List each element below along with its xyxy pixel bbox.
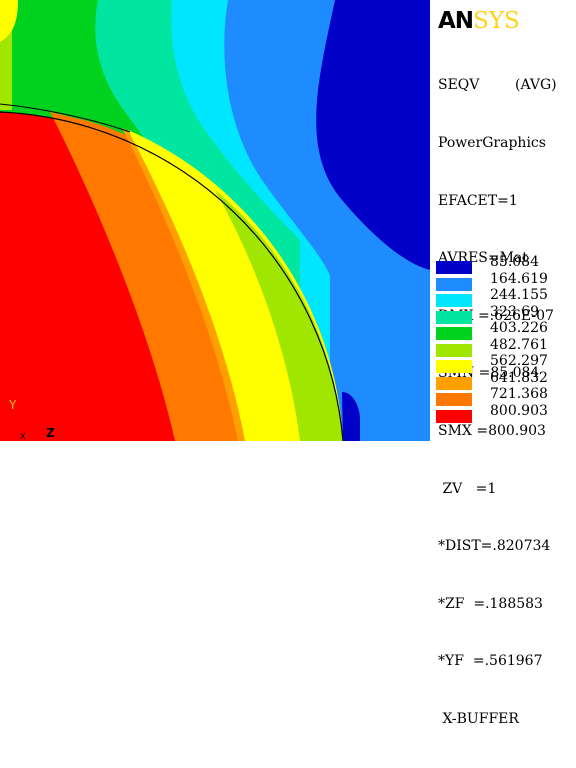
ansys-logo: ANSYS: [438, 8, 520, 34]
info-line: EFACET=1: [438, 192, 518, 209]
legend-entry: 164.619: [434, 270, 576, 291]
view-line: ZV =1: [438, 480, 497, 497]
legend-entry: 244.155: [434, 287, 576, 307]
band-yellow-corner: [0, 0, 18, 42]
view-line: *YF =.561967: [438, 653, 543, 670]
legend-entry: 721.368: [434, 386, 576, 406]
info-line: SEQV (AVG): [438, 77, 557, 94]
legend-value: 562.297: [490, 353, 548, 369]
legend-value: 164.619: [490, 270, 548, 287]
edge-line: [0, 103, 131, 133]
triad-z-label: Z: [46, 426, 55, 440]
legend-swatch: [436, 294, 472, 307]
circle-outline: [0, 111, 344, 441]
logo-an: AN: [438, 8, 474, 34]
info-line: PowerGraphics: [438, 135, 546, 151]
view-line: *ZF =.188583: [438, 595, 543, 612]
legend-entry: 641.832: [434, 369, 576, 390]
legend-value: 323.69: [490, 303, 539, 320]
legend-entry: 403.226: [434, 320, 576, 340]
legend-entry: 562.297: [434, 353, 576, 373]
legend-entry: 85.084: [434, 254, 576, 274]
legend-swatch: [436, 310, 472, 324]
legend-value: 403.226: [490, 320, 548, 336]
legend-swatch: [436, 376, 472, 390]
band-blue-notch: [342, 392, 360, 441]
legend-swatch: [436, 409, 472, 423]
triad-x-label: X: [20, 432, 26, 441]
legend-value: 721.368: [490, 386, 548, 402]
legend-value: 800.903: [490, 402, 548, 419]
view-line: X-BUFFER: [438, 710, 519, 727]
legend-swatch: [436, 261, 472, 274]
contour-plot: [0, 0, 430, 441]
legend-entry: 800.903: [434, 402, 576, 423]
legend-swatch: [436, 327, 472, 340]
legend-swatch: [436, 360, 472, 373]
legend-swatch: [436, 343, 472, 357]
info-line: SMX =800.903: [438, 422, 546, 439]
triad-y-label: Y: [9, 398, 17, 412]
circle-region: [0, 103, 344, 441]
legend-entry: 323.69: [434, 303, 576, 324]
legend-value: 482.761: [490, 336, 548, 353]
logo-sys: SYS: [473, 8, 520, 34]
legend-swatch: [436, 393, 472, 406]
contour-plot-area: Y Z X: [0, 0, 430, 441]
legend-panel: ANSYS SEQV (AVG) PowerGraphics EFACET=1 …: [430, 0, 576, 727]
legend-value: 641.832: [490, 369, 548, 386]
legend-value: 244.155: [490, 287, 548, 303]
legend-entry: 482.761: [434, 336, 576, 357]
legend-value: 85.084: [490, 254, 539, 270]
view-line: *DIST=.820734: [438, 538, 551, 555]
legend-swatch: [436, 277, 472, 291]
band-yellowgreen: [215, 190, 343, 441]
